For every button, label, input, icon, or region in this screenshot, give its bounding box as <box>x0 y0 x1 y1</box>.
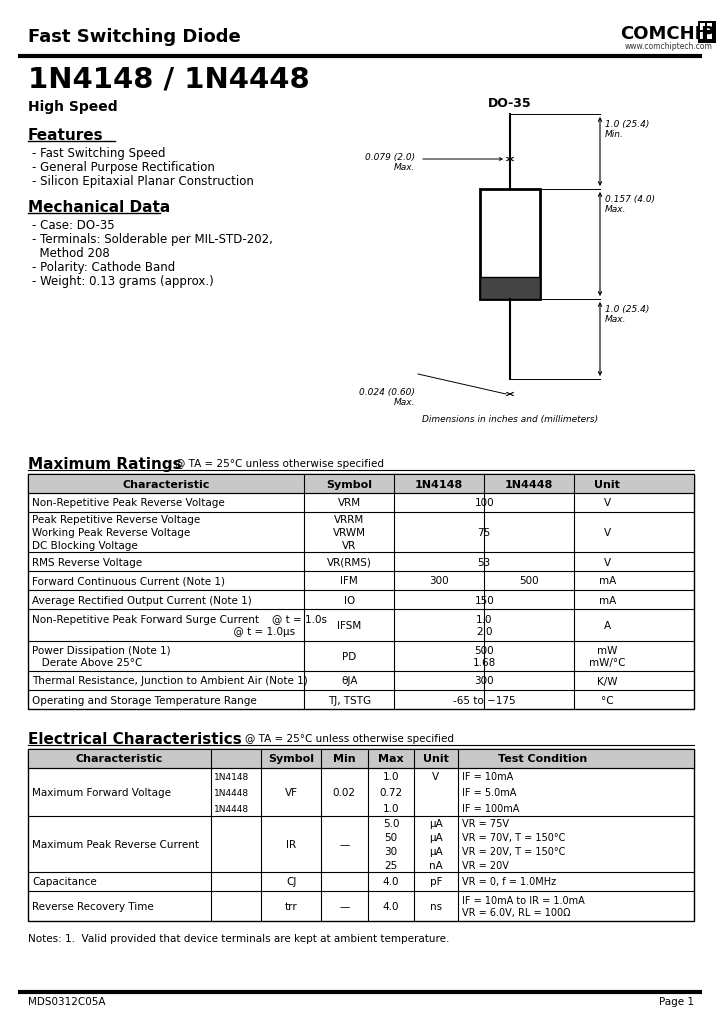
Text: 1N4148: 1N4148 <box>415 479 464 489</box>
Text: TJ, TSTG: TJ, TSTG <box>328 695 371 705</box>
Text: Maximum Forward Voltage: Maximum Forward Voltage <box>32 788 171 798</box>
Text: mA: mA <box>599 576 616 586</box>
Text: 0.024 (0.60)
Max.: 0.024 (0.60) Max. <box>359 387 415 407</box>
Text: IF = 10mA: IF = 10mA <box>462 771 513 782</box>
Text: 1N4448: 1N4448 <box>505 479 554 489</box>
Text: Fast Switching Diode: Fast Switching Diode <box>28 28 240 45</box>
Text: 500: 500 <box>519 576 539 586</box>
Text: DO-35: DO-35 <box>488 97 532 110</box>
Text: °C: °C <box>601 695 613 705</box>
Text: 4.0: 4.0 <box>383 877 399 887</box>
Text: Unit: Unit <box>595 479 621 489</box>
Text: 1N4448: 1N4448 <box>214 804 249 813</box>
Text: IO: IO <box>343 594 355 605</box>
Text: 1N4148: 1N4148 <box>214 771 249 780</box>
Text: IF = 100mA: IF = 100mA <box>462 803 519 813</box>
Bar <box>28 749 694 921</box>
Text: —: — <box>339 839 349 849</box>
Text: Thermal Resistance, Junction to Ambient Air (Note 1): Thermal Resistance, Junction to Ambient … <box>32 675 307 685</box>
Text: μA: μA <box>429 846 443 856</box>
Text: 1N4148 / 1N4448: 1N4148 / 1N4448 <box>28 65 310 93</box>
Text: 300: 300 <box>429 576 449 586</box>
Text: 1.0
2.0: 1.0 2.0 <box>476 614 492 637</box>
Text: @ TA = 25°C unless otherwise specified: @ TA = 25°C unless otherwise specified <box>245 733 454 743</box>
Text: VR = 0, f = 1.0MHz: VR = 0, f = 1.0MHz <box>462 877 556 887</box>
Text: VRM: VRM <box>338 498 361 508</box>
Text: IF = 10mA to IR = 1.0mA
VR = 6.0V, RL = 100Ω: IF = 10mA to IR = 1.0mA VR = 6.0V, RL = … <box>462 895 585 917</box>
Text: 75: 75 <box>477 528 491 538</box>
Text: Mechanical Data: Mechanical Data <box>28 200 170 214</box>
Text: mW
mW/°C: mW mW/°C <box>589 645 626 667</box>
Text: Electrical Characteristics: Electrical Characteristics <box>28 731 242 746</box>
Text: @ TA = 25°C unless otherwise specified: @ TA = 25°C unless otherwise specified <box>175 459 384 468</box>
Text: IFSM: IFSM <box>337 621 361 631</box>
Text: Capacitance: Capacitance <box>32 877 96 887</box>
Text: nA: nA <box>429 860 443 870</box>
Text: μA: μA <box>429 832 443 842</box>
Text: - Fast Switching Speed: - Fast Switching Speed <box>32 147 166 160</box>
Text: V: V <box>604 528 611 538</box>
Bar <box>28 749 694 768</box>
Text: Symbol: Symbol <box>268 754 314 763</box>
Text: mA: mA <box>599 594 616 605</box>
Text: 0.157 (4.0)
Max.: 0.157 (4.0) Max. <box>605 195 655 214</box>
Text: IR: IR <box>286 839 296 849</box>
Text: Dimensions in inches and (millimeters): Dimensions in inches and (millimeters) <box>422 415 598 424</box>
Text: IF = 5.0mA: IF = 5.0mA <box>462 788 516 798</box>
Text: 5.0: 5.0 <box>383 818 399 828</box>
Text: 0.079 (2.0)
Max.: 0.079 (2.0) Max. <box>365 153 415 172</box>
Text: Characteristic: Characteristic <box>122 479 210 489</box>
Text: 300: 300 <box>474 675 494 685</box>
Text: Min: Min <box>333 754 356 763</box>
Text: pF: pF <box>430 877 442 887</box>
Bar <box>698 22 716 43</box>
Text: 50: 50 <box>384 832 397 842</box>
Bar <box>28 474 694 493</box>
Text: PD: PD <box>342 651 356 661</box>
Bar <box>700 33 705 40</box>
Text: Maximum Ratings: Maximum Ratings <box>28 457 181 471</box>
Text: Reverse Recovery Time: Reverse Recovery Time <box>32 901 154 911</box>
Text: θJA: θJA <box>341 675 358 685</box>
Text: Symbol: Symbol <box>326 479 372 489</box>
Text: —: — <box>339 901 349 911</box>
Text: CJ: CJ <box>286 877 296 887</box>
Bar <box>480 190 540 299</box>
Text: - Case: DO-35: - Case: DO-35 <box>32 218 114 232</box>
Text: IFM: IFM <box>341 576 359 586</box>
Text: Method 208: Method 208 <box>32 247 109 260</box>
Text: 53: 53 <box>477 557 491 567</box>
Text: 100: 100 <box>474 498 494 508</box>
Text: trr: trr <box>284 901 297 911</box>
Text: Page 1: Page 1 <box>659 996 694 1006</box>
Text: μA: μA <box>429 818 443 828</box>
Text: VR = 70V, T = 150°C: VR = 70V, T = 150°C <box>462 832 565 842</box>
Bar <box>700 24 705 31</box>
Text: 1.0: 1.0 <box>383 771 399 782</box>
Text: V: V <box>604 498 611 508</box>
Text: 1.0: 1.0 <box>383 803 399 813</box>
Text: Notes: 1.  Valid provided that device terminals are kept at ambient temperature.: Notes: 1. Valid provided that device ter… <box>28 933 449 943</box>
Text: VR(RMS): VR(RMS) <box>327 557 372 567</box>
Text: VR = 20V: VR = 20V <box>462 860 508 870</box>
Text: www.comchiptech.com: www.comchiptech.com <box>625 42 713 51</box>
Text: 1N4448: 1N4448 <box>214 788 249 797</box>
Text: COMCHIP: COMCHIP <box>620 25 714 42</box>
Text: 1.0 (25.4)
Max.: 1.0 (25.4) Max. <box>605 304 649 325</box>
Text: VF: VF <box>284 788 297 798</box>
Text: 25: 25 <box>384 860 397 870</box>
Text: V: V <box>604 557 611 567</box>
Text: Forward Continuous Current (Note 1): Forward Continuous Current (Note 1) <box>32 576 225 586</box>
Text: K/W: K/W <box>597 675 618 685</box>
Text: V: V <box>433 771 439 782</box>
Text: 4.0: 4.0 <box>383 901 399 911</box>
Text: 500
1.68: 500 1.68 <box>472 645 496 667</box>
Text: Test Condition: Test Condition <box>498 754 587 763</box>
Text: Operating and Storage Temperature Range: Operating and Storage Temperature Range <box>32 695 257 705</box>
Bar <box>707 24 712 31</box>
Bar <box>707 33 712 40</box>
Text: 1.0 (25.4)
Min.: 1.0 (25.4) Min. <box>605 120 649 140</box>
Text: Unit: Unit <box>423 754 449 763</box>
Text: VRRM
VRWM
VR: VRRM VRWM VR <box>333 515 366 550</box>
Text: Average Rectified Output Current (Note 1): Average Rectified Output Current (Note 1… <box>32 594 252 605</box>
